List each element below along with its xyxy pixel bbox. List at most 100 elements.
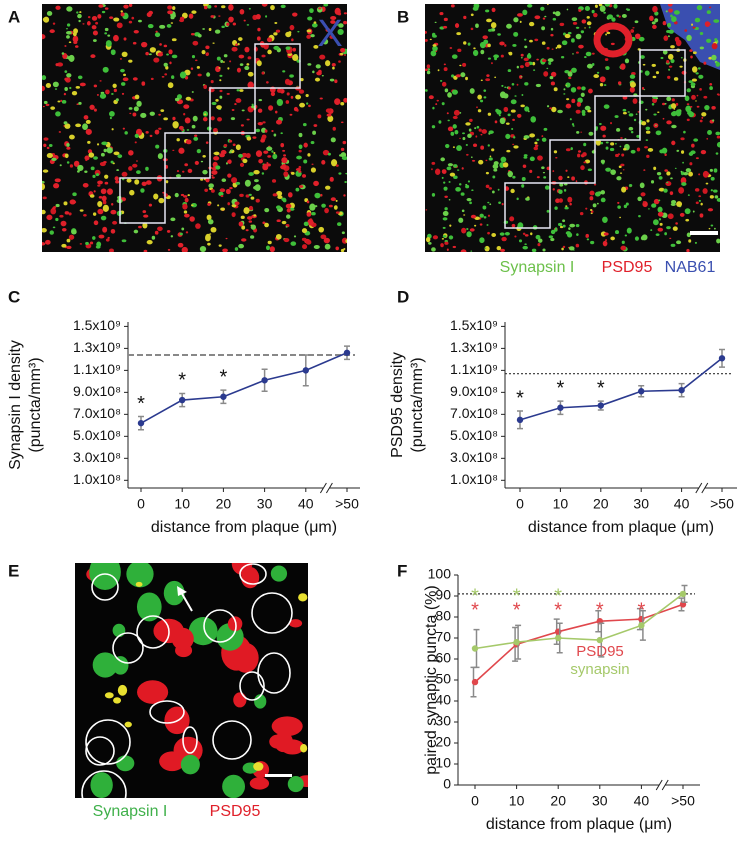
punctum (280, 164, 287, 170)
punctum (699, 46, 704, 50)
punctum (643, 89, 646, 91)
punctum (571, 17, 578, 22)
punctum (462, 132, 465, 135)
punctum (577, 153, 581, 158)
punctum (711, 42, 718, 50)
punctum (513, 17, 519, 23)
punctum (270, 92, 274, 96)
punctum (64, 70, 68, 73)
punctum (695, 157, 699, 160)
punctum (633, 118, 637, 122)
punctum (306, 200, 310, 204)
punctum (268, 105, 274, 111)
punctum (442, 234, 447, 238)
punctum (499, 91, 506, 99)
punctum (470, 13, 474, 17)
punctum (338, 23, 344, 28)
punctum (520, 76, 523, 78)
punctum (272, 153, 278, 160)
punctum (522, 232, 526, 235)
punctum (551, 106, 557, 113)
punctum (668, 65, 673, 68)
punctum (563, 183, 568, 186)
punctum (714, 195, 719, 199)
punctum (442, 226, 446, 229)
punctum (583, 142, 587, 147)
punctum (158, 197, 165, 204)
punctum (75, 123, 82, 128)
punctum (310, 167, 317, 173)
punctum (345, 239, 347, 243)
punctum (194, 59, 198, 62)
punctum (149, 134, 153, 137)
punctum (92, 39, 97, 42)
punctum (569, 118, 572, 121)
punctum (63, 121, 68, 125)
punctum (128, 20, 133, 24)
punctum (116, 169, 120, 172)
punctum (668, 29, 674, 34)
punctum (52, 81, 59, 88)
punctum (667, 53, 674, 60)
punctum (190, 33, 195, 36)
punctum (516, 83, 519, 86)
punctum (55, 111, 61, 117)
punctum (685, 218, 690, 222)
punctum (580, 131, 583, 133)
punctum (298, 185, 304, 188)
punctum (73, 160, 80, 167)
punctum (184, 163, 189, 167)
punctum (64, 86, 68, 92)
punctum (590, 240, 595, 245)
punctum (627, 111, 630, 113)
punctum (470, 27, 474, 31)
punctum (236, 89, 240, 92)
punctum (566, 8, 569, 11)
punctum (640, 235, 645, 241)
punctum (487, 43, 491, 48)
y-tick-label: 20 (435, 734, 451, 750)
y-axis-title: paired synaptic puncta (%) (423, 585, 440, 774)
punctum (605, 33, 607, 36)
punctum (458, 183, 462, 186)
data-point (679, 590, 687, 598)
punctum (658, 187, 665, 192)
punctum (307, 153, 311, 157)
image-background (425, 4, 720, 252)
punctum (575, 51, 579, 54)
punctum (566, 232, 573, 238)
punctum (696, 5, 703, 11)
punctum (142, 210, 147, 214)
punctum (56, 62, 64, 67)
punctum (211, 101, 217, 106)
punctum (257, 121, 264, 126)
punctum (42, 169, 49, 173)
punctum (435, 103, 438, 106)
scale-bar (690, 231, 718, 235)
punctum (302, 123, 307, 127)
punctum (229, 187, 233, 190)
punctum (565, 103, 572, 109)
punctum (452, 146, 455, 149)
punctum (104, 27, 109, 32)
punctum (682, 161, 684, 164)
punctum (73, 28, 79, 34)
punctum (576, 86, 582, 90)
punctum (482, 35, 488, 40)
punctum (471, 189, 474, 192)
punctum (307, 16, 313, 21)
punctum (113, 697, 122, 704)
punctum (487, 231, 490, 235)
punctum (234, 201, 240, 206)
punctum (441, 102, 445, 106)
data-point (513, 639, 520, 646)
punctum (657, 211, 664, 217)
y-tick-label: 40 (435, 692, 451, 708)
punctum (309, 8, 314, 14)
punctum (86, 21, 91, 26)
punctum (261, 172, 265, 175)
series-line (140, 352, 348, 424)
punctum (684, 208, 691, 215)
punctum (82, 23, 85, 25)
punctum (164, 73, 168, 76)
